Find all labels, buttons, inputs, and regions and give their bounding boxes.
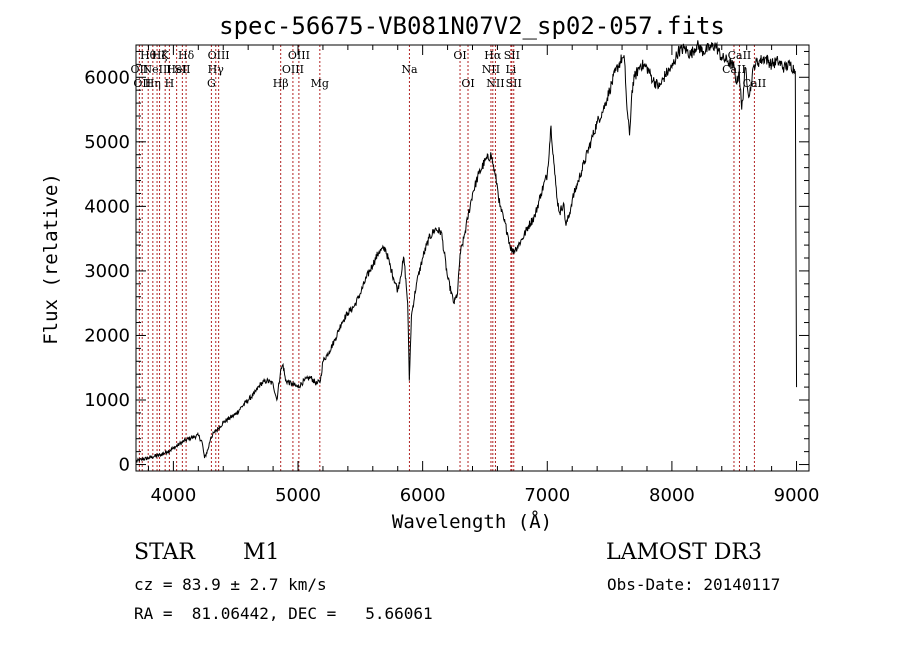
line-label-25: SII: [504, 49, 520, 62]
x-axis-label: Wavelength (Å): [392, 510, 552, 533]
spectral-line-markers: [138, 45, 755, 471]
redshift-value: cz = 83.9 ± 2.7 km/s: [134, 575, 327, 594]
line-label-5: Hζ: [152, 49, 168, 62]
line-label-12: Hγ: [208, 63, 225, 76]
line-label-13: OIII: [208, 49, 230, 62]
object-subclass: M1: [243, 540, 280, 565]
line-label-26: SII: [506, 77, 522, 90]
y-tick-label: 3000: [84, 261, 130, 282]
object-class: STAR: [134, 540, 195, 565]
y-tick-label: 0: [119, 455, 130, 476]
line-label-0: OII: [131, 63, 149, 76]
line-label-8: HeI: [166, 63, 186, 76]
spectral-line-labels: OIIOIIHθHηNeIIIHζKHHeISIIHδGHγOIIIHβOIII…: [131, 49, 767, 90]
survey-name: LAMOST DR3: [606, 540, 762, 565]
line-label-15: OIII: [282, 63, 304, 76]
y-tick-label: 4000: [84, 196, 130, 217]
y-axis-label: Flux (relative): [40, 173, 62, 345]
line-label-10: Hδ: [178, 49, 195, 62]
line-label-18: Na: [401, 63, 418, 76]
line-label-27: CaII: [722, 63, 746, 76]
x-axis-ticks: 4000 5000 6000 7000 8000 9000: [147, 45, 820, 506]
x-tick-label: 9000: [774, 485, 820, 506]
observation-date: Obs-Date: 20140117: [607, 575, 781, 594]
line-label-23: NII: [486, 77, 504, 90]
line-label-3: Hη: [145, 77, 161, 90]
y-tick-label: 5000: [84, 132, 130, 153]
line-label-17: Mg: [311, 77, 329, 90]
y-axis-ticks: 0 1000 2000 3000 4000 5000 6000: [84, 50, 809, 476]
y-tick-label: 1000: [84, 390, 130, 411]
line-label-29: CaII: [743, 77, 767, 90]
line-label-1: OII: [133, 77, 151, 90]
line-label-16: OIII: [288, 49, 310, 62]
line-label-22: Hα: [484, 49, 502, 62]
line-label-14: Hβ: [273, 77, 289, 90]
x-tick-label: 8000: [649, 485, 695, 506]
y-tick-label: 2000: [84, 325, 130, 346]
line-label-4: NeIII: [142, 63, 171, 76]
y-tick-label: 6000: [84, 67, 130, 88]
line-label-20: OI: [461, 77, 474, 90]
chart-title: spec-56675-VB081N07V2_sp02-057.fits: [219, 12, 725, 40]
plot-frame: [135, 44, 810, 472]
x-tick-label: 6000: [400, 485, 446, 506]
line-label-11: G: [207, 77, 216, 90]
line-label-24: Li: [505, 63, 516, 76]
spectrum-series-line: [135, 40, 798, 464]
x-tick-label: 5000: [275, 485, 321, 506]
x-tick-label: 4000: [150, 485, 196, 506]
line-label-6: K: [161, 49, 170, 62]
line-label-21: NII: [482, 63, 500, 76]
line-label-28: CaII: [728, 49, 752, 62]
coordinates: RA = 81.06442, DEC = 5.66061: [134, 604, 433, 623]
line-label-2: Hθ: [140, 49, 157, 62]
line-label-9: SII: [174, 63, 190, 76]
line-label-19: OI: [453, 49, 466, 62]
x-tick-label: 7000: [524, 485, 570, 506]
line-label-7: H: [165, 77, 175, 90]
